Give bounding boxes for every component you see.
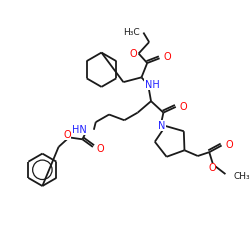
Text: CH₃: CH₃: [233, 172, 250, 182]
Text: HN: HN: [72, 125, 87, 135]
Text: O: O: [226, 140, 233, 149]
Text: N: N: [158, 121, 165, 131]
Text: O: O: [164, 52, 171, 62]
Text: NH: NH: [144, 80, 159, 90]
Text: O: O: [63, 130, 71, 140]
Text: O: O: [129, 48, 137, 58]
Text: O: O: [180, 102, 187, 112]
Text: H₃C: H₃C: [123, 28, 140, 37]
Text: O: O: [97, 144, 104, 154]
Text: O: O: [208, 163, 216, 173]
